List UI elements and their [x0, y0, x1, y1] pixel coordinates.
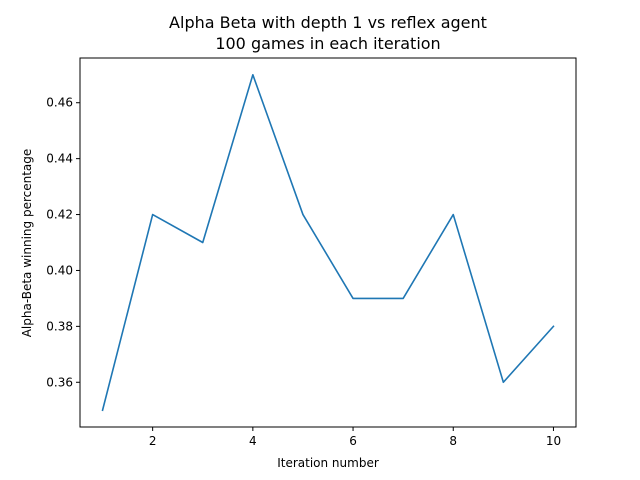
- data-point: [402, 297, 404, 299]
- axes-frame: [79, 57, 577, 428]
- x-tick-label: 2: [149, 434, 157, 448]
- y-tick-label: 0.44: [46, 152, 73, 166]
- data-point: [202, 241, 204, 243]
- y-tick-label: 0.42: [46, 208, 73, 222]
- y-tick-label: 0.46: [46, 96, 73, 110]
- x-tick-label: 10: [546, 434, 561, 448]
- x-axis-ticks: 2 4 6 8 10: [149, 427, 561, 448]
- y-tick-label: 0.40: [46, 263, 73, 277]
- series-layer: [101, 73, 555, 412]
- data-point: [452, 213, 454, 215]
- data-point: [352, 297, 354, 299]
- y-axis-ticks: 0.36 0.38 0.40 0.42 0.44 0.46: [46, 96, 80, 389]
- y-tick-label: 0.36: [46, 375, 73, 389]
- y-tick-label: 0.38: [46, 319, 73, 333]
- x-axis-label: Iteration number: [277, 456, 379, 470]
- data-point: [101, 409, 103, 411]
- series-line: [101, 73, 555, 412]
- data-point: [151, 213, 153, 215]
- x-tick-label: 4: [249, 434, 257, 448]
- x-tick-label: 8: [449, 434, 457, 448]
- chart-title: Alpha Beta with depth 1 vs reflex agent: [169, 13, 487, 32]
- chart-subtitle: 100 games in each iteration: [215, 34, 440, 53]
- x-tick-label: 6: [349, 434, 357, 448]
- data-point: [252, 74, 254, 76]
- data-point: [302, 213, 304, 215]
- data-point: [502, 381, 504, 383]
- y-axis-label: Alpha-Beta winning percentage: [20, 149, 34, 338]
- data-point: [552, 325, 554, 327]
